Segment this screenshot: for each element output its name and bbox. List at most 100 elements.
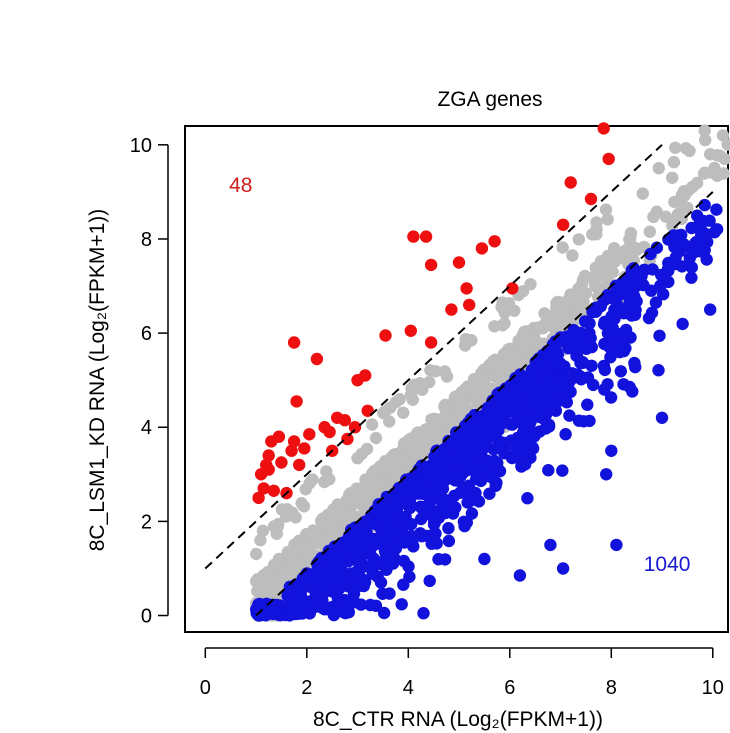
down-point <box>614 365 627 378</box>
down-point <box>334 563 348 576</box>
ns-point <box>404 388 418 401</box>
ns-point <box>652 162 665 175</box>
down-point <box>698 198 711 212</box>
down-point <box>685 261 698 274</box>
down-point <box>563 409 576 422</box>
ns-point <box>572 233 585 246</box>
up-point <box>424 336 438 349</box>
ns-point <box>342 493 355 506</box>
ns-point <box>404 444 417 457</box>
ns-point <box>413 377 427 390</box>
up-point <box>285 444 298 457</box>
plot-frame <box>184 125 729 633</box>
down-point <box>355 556 368 569</box>
up-point <box>419 230 433 243</box>
up-point <box>293 458 306 472</box>
down-point <box>483 467 496 480</box>
down-point <box>414 527 427 540</box>
down-point <box>637 278 650 292</box>
ns-point <box>699 133 712 147</box>
down-point <box>655 411 669 424</box>
down-point <box>315 551 328 565</box>
down-point <box>374 522 387 535</box>
down-point <box>560 396 573 409</box>
down-point <box>437 495 450 508</box>
up-point <box>463 298 476 312</box>
down-point <box>377 606 391 620</box>
down-point <box>427 513 441 527</box>
up-point <box>597 122 610 135</box>
down-point <box>690 235 703 249</box>
ns-point <box>440 370 454 383</box>
up-point <box>602 152 615 166</box>
down-point <box>704 303 717 316</box>
y-axis-label: 8C_LSM1_KD RNA (Log₂(FPKM+1)) <box>86 209 109 552</box>
down-point <box>581 398 594 411</box>
ns-point <box>667 155 681 169</box>
x-tick-label: 6 <box>504 677 515 699</box>
down-point <box>584 332 597 345</box>
up-point <box>257 482 270 495</box>
ns-point <box>331 498 344 511</box>
x-axis-label: 8C_CTR RNA (Log₂(FPKM+1)) <box>313 708 603 731</box>
down-point <box>547 348 560 361</box>
down-point <box>629 360 642 374</box>
down-point <box>417 607 430 620</box>
down-point <box>442 534 456 548</box>
down-point <box>369 599 383 612</box>
down-point <box>488 454 501 468</box>
up-point <box>359 369 372 382</box>
down-point <box>474 420 487 434</box>
ns-point <box>378 464 391 478</box>
down-point <box>357 519 370 532</box>
ns-point <box>556 241 569 254</box>
down-point <box>691 209 704 222</box>
down-point <box>572 329 585 343</box>
down-point <box>462 463 475 476</box>
x-tick-label: 8 <box>606 677 617 699</box>
down-point <box>439 506 452 520</box>
down-point <box>523 379 536 392</box>
y-tick-label: 0 <box>141 606 152 628</box>
down-point <box>448 474 462 487</box>
down-point <box>653 329 666 342</box>
down-point <box>542 464 555 477</box>
down-point <box>430 537 443 550</box>
down-point <box>594 300 607 313</box>
down-point <box>403 501 417 515</box>
down-point <box>303 580 317 593</box>
x-tick-label: 0 <box>200 677 211 699</box>
up-point <box>404 324 417 337</box>
down-point <box>456 431 469 445</box>
ns-point <box>365 418 379 431</box>
ns-point <box>414 445 428 459</box>
up-point <box>348 421 362 434</box>
down-point <box>597 359 611 373</box>
down-point <box>645 306 659 319</box>
down-point <box>414 512 428 526</box>
down-point <box>456 448 469 461</box>
down-point <box>559 379 572 392</box>
ns-point <box>619 249 632 263</box>
ns-point <box>650 205 663 218</box>
up-point <box>323 425 336 439</box>
down-point <box>492 401 506 415</box>
ns-point <box>254 534 267 547</box>
ns-point <box>286 506 299 519</box>
down-point <box>395 598 408 611</box>
down-point <box>388 537 402 550</box>
down-point <box>521 492 534 505</box>
ns-point <box>643 225 656 238</box>
down-point <box>417 483 430 496</box>
y-tick-label: 10 <box>130 135 152 157</box>
ns-point <box>497 364 510 378</box>
down-point <box>404 492 417 506</box>
ns-point <box>459 383 472 396</box>
up-point <box>303 428 316 441</box>
down-point <box>374 576 388 589</box>
ns-point <box>512 334 525 348</box>
down-point <box>383 587 396 600</box>
down-point <box>685 271 698 284</box>
down-point <box>469 486 482 500</box>
ns-point <box>716 129 730 142</box>
